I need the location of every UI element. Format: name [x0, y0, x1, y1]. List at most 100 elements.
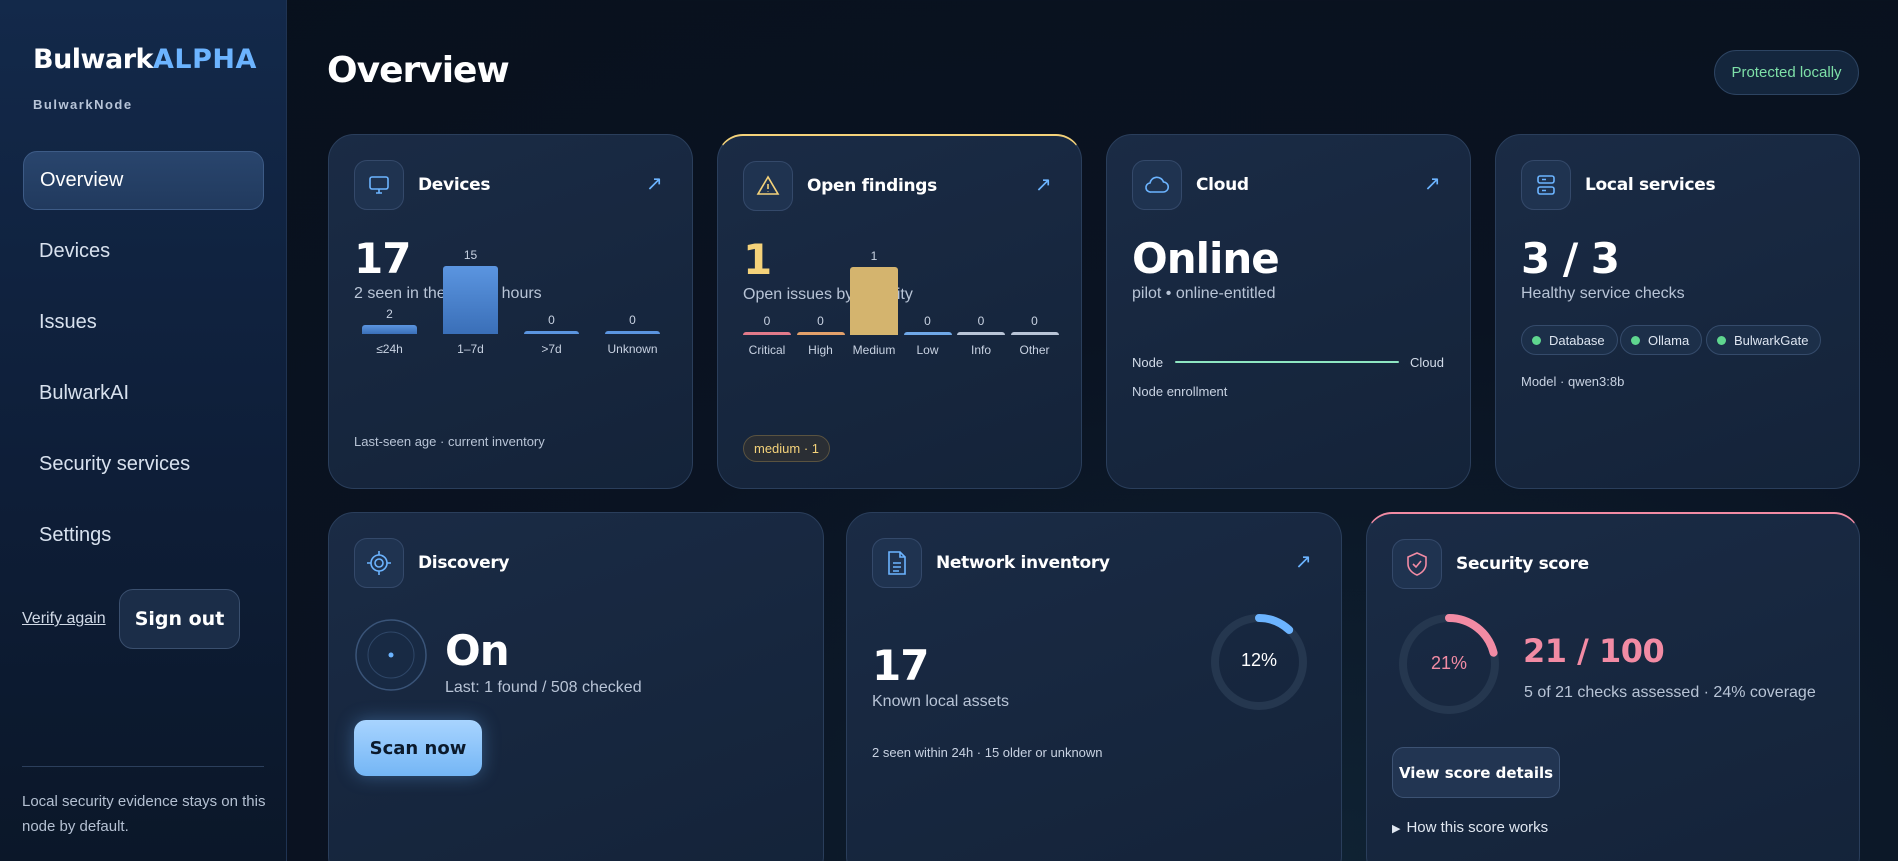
bar-value-label: 0	[977, 314, 985, 328]
sidebar: BulwarkALPHA BulwarkNode Overview Device…	[0, 0, 287, 861]
discovery-title: Discovery	[418, 553, 510, 573]
bar-column: 0 High	[796, 267, 845, 375]
server-icon	[1521, 160, 1571, 210]
services-title: Local services	[1585, 175, 1716, 195]
bar-column: 0 Unknown	[605, 266, 660, 374]
bar-category-label: Critical	[748, 343, 786, 357]
network-percent-label: 12%	[1240, 650, 1278, 670]
sidebar-item-overview[interactable]: Overview	[23, 151, 264, 210]
node-cloud-link-line	[1175, 361, 1399, 363]
view-score-details-button[interactable]: View score details	[1392, 747, 1560, 798]
document-icon	[872, 538, 922, 588]
security-score-card: Security score 21% 21 / 100 5 of 21 chec…	[1366, 512, 1860, 861]
network-coverage-ring: 12%	[1209, 612, 1309, 712]
score-percent-label: 21%	[1430, 653, 1468, 673]
link-cloud-label: Cloud	[1410, 355, 1444, 370]
verify-again-link[interactable]: Verify again	[22, 610, 106, 627]
score-value: 21 / 100	[1523, 632, 1665, 670]
bar	[362, 324, 417, 334]
scan-now-button[interactable]: Scan now	[354, 720, 482, 776]
medium-severity-badge[interactable]: medium · 1	[743, 435, 831, 462]
radar-icon	[354, 618, 428, 697]
bar-value-label: 0	[924, 314, 931, 328]
brand-name: Bulwark	[33, 44, 154, 75]
bar-value-label: 0	[629, 313, 636, 327]
network-open-arrow-icon[interactable]: ↗	[1295, 551, 1312, 573]
services-count: 3 / 3	[1521, 234, 1620, 283]
devices-open-arrow-icon[interactable]: ↗	[646, 173, 663, 195]
bar-column: 0 Low	[903, 267, 952, 375]
score-ring: 21%	[1397, 612, 1501, 716]
bar-value-label: 15	[463, 248, 478, 262]
sidebar-item-issues[interactable]: Issues	[39, 311, 97, 333]
sign-out-button[interactable]: Sign out	[119, 589, 240, 649]
bar	[796, 332, 845, 335]
devices-chart-caption: Last-seen age · current inventory	[354, 434, 545, 449]
cloud-card: Cloud ↗ Online pilot • online-entitled N…	[1106, 134, 1471, 489]
services-subtitle: Healthy service checks	[1521, 285, 1685, 302]
how-score-works-label: How this score works	[1406, 819, 1549, 836]
bar	[743, 332, 791, 335]
cloud-icon	[1132, 160, 1182, 210]
bar-category-label: >7d	[541, 342, 562, 356]
sidebar-item-devices[interactable]: Devices	[39, 240, 111, 262]
bar	[1010, 332, 1059, 335]
how-score-works-toggle[interactable]: ▶ How this score works	[1392, 819, 1548, 836]
findings-title: Open findings	[807, 176, 937, 196]
bar-value-label: 0	[1031, 314, 1038, 328]
sidebar-item-settings[interactable]: Settings	[39, 524, 112, 546]
bar-value-label: 1	[870, 249, 878, 263]
sidebar-footer-note: Local security evidence stays on this no…	[22, 793, 266, 835]
devices-card: Devices ↗ 17 2 seen in the last 24 hours…	[328, 134, 693, 489]
bar-category-label: ≤24h	[376, 342, 403, 356]
monitor-icon	[354, 160, 404, 210]
discovery-last-run: Last: 1 found / 508 checked	[445, 679, 642, 696]
bar-category-label: Unknown	[607, 342, 658, 356]
cloud-title: Cloud	[1196, 175, 1249, 195]
bar-category-label: High	[808, 343, 833, 357]
bar-category-label: Other	[1019, 343, 1050, 357]
healthy-dot-icon	[1631, 335, 1640, 345]
discovery-status: On	[445, 626, 510, 675]
bar-value-label: 2	[386, 306, 393, 321]
bar-column: 0 Info	[957, 267, 1005, 375]
network-title: Network inventory	[936, 553, 1110, 573]
bar-value-label: 0	[763, 314, 771, 328]
bar-category-label: Info	[970, 343, 991, 357]
bar	[605, 331, 660, 334]
service-chip-database[interactable]: Database	[1521, 325, 1618, 355]
bar-column: 0 Critical	[743, 267, 791, 375]
service-chip-bulwarkgate[interactable]: BulwarkGate	[1706, 325, 1822, 355]
bar-value-label: 0	[817, 314, 824, 328]
bar-column: 15 1–7d	[443, 248, 498, 374]
bar	[850, 267, 898, 335]
score-coverage: 5 of 21 checks assessed · 24% coverage	[1524, 684, 1816, 701]
bar	[524, 331, 579, 334]
discovery-card: Discovery On Last: 1 found / 508 checked…	[328, 512, 824, 861]
network-inventory-card: Network inventory ↗ 17 Known local asset…	[846, 512, 1342, 861]
service-name: Database	[1549, 332, 1605, 348]
bar-column: 2 ≤24h	[362, 266, 417, 374]
bar	[903, 332, 952, 335]
warning-icon	[743, 161, 793, 211]
network-asset-count: 17	[872, 641, 929, 690]
cloud-open-arrow-icon[interactable]: ↗	[1424, 173, 1441, 195]
service-chip-ollama[interactable]: Ollama	[1620, 325, 1703, 355]
node-enrollment-label: Node enrollment	[1132, 384, 1228, 399]
caret-right-icon: ▶	[1392, 823, 1401, 835]
target-icon	[354, 538, 404, 588]
devices-title: Devices	[418, 175, 491, 195]
score-title: Security score	[1456, 554, 1589, 574]
bar	[443, 266, 498, 334]
cloud-plan: pilot • online-entitled	[1132, 285, 1276, 302]
findings-open-arrow-icon[interactable]: ↗	[1035, 174, 1052, 196]
bar	[957, 332, 1005, 335]
cloud-status: Online	[1132, 234, 1280, 283]
sidebar-item-security-services[interactable]: Security services	[39, 453, 191, 475]
service-name: BulwarkGate	[1734, 332, 1809, 348]
sidebar-item-bulwarkai[interactable]: BulwarkAI	[39, 382, 130, 404]
brand-logo: BulwarkALPHA	[33, 44, 257, 75]
bar-category-label: Low	[916, 343, 939, 357]
findings-count: 1	[743, 235, 772, 284]
bar-category-label: 1–7d	[457, 342, 484, 356]
